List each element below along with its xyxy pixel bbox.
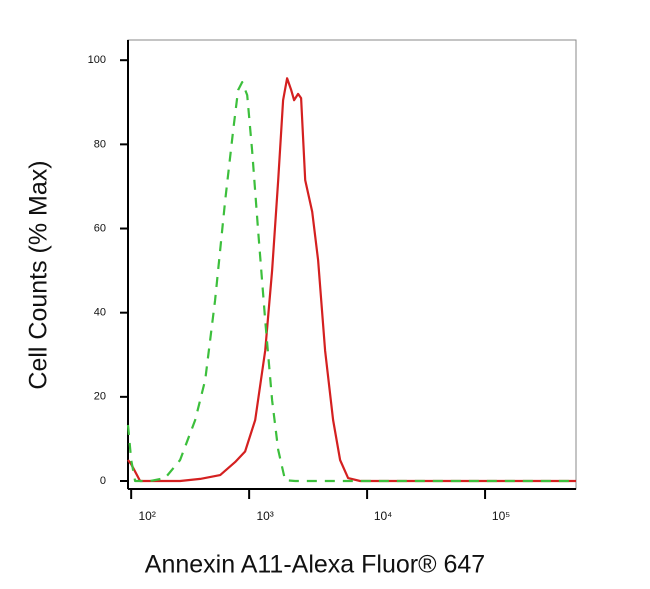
y-tick-label: 80 (94, 138, 106, 150)
y-tick-label: 0 (100, 475, 106, 487)
y-axis-title: Cell Counts (% Max) (25, 160, 53, 389)
y-tick-label: 20 (94, 391, 106, 403)
x-tick-label: 10³ (256, 509, 273, 523)
x-tick-label: 10² (138, 509, 155, 523)
series-line (127, 77, 576, 483)
y-tick-label: 60 (94, 222, 106, 234)
x-axis-title: Annexin A11-Alexa Fluor® 647 (145, 551, 485, 579)
y-tick-label: 100 (88, 54, 106, 66)
x-tick-label: 10⁵ (492, 509, 510, 523)
x-tick-label: 10⁴ (374, 509, 393, 523)
series-line (126, 81, 576, 483)
y-tick-label: 40 (94, 307, 106, 319)
